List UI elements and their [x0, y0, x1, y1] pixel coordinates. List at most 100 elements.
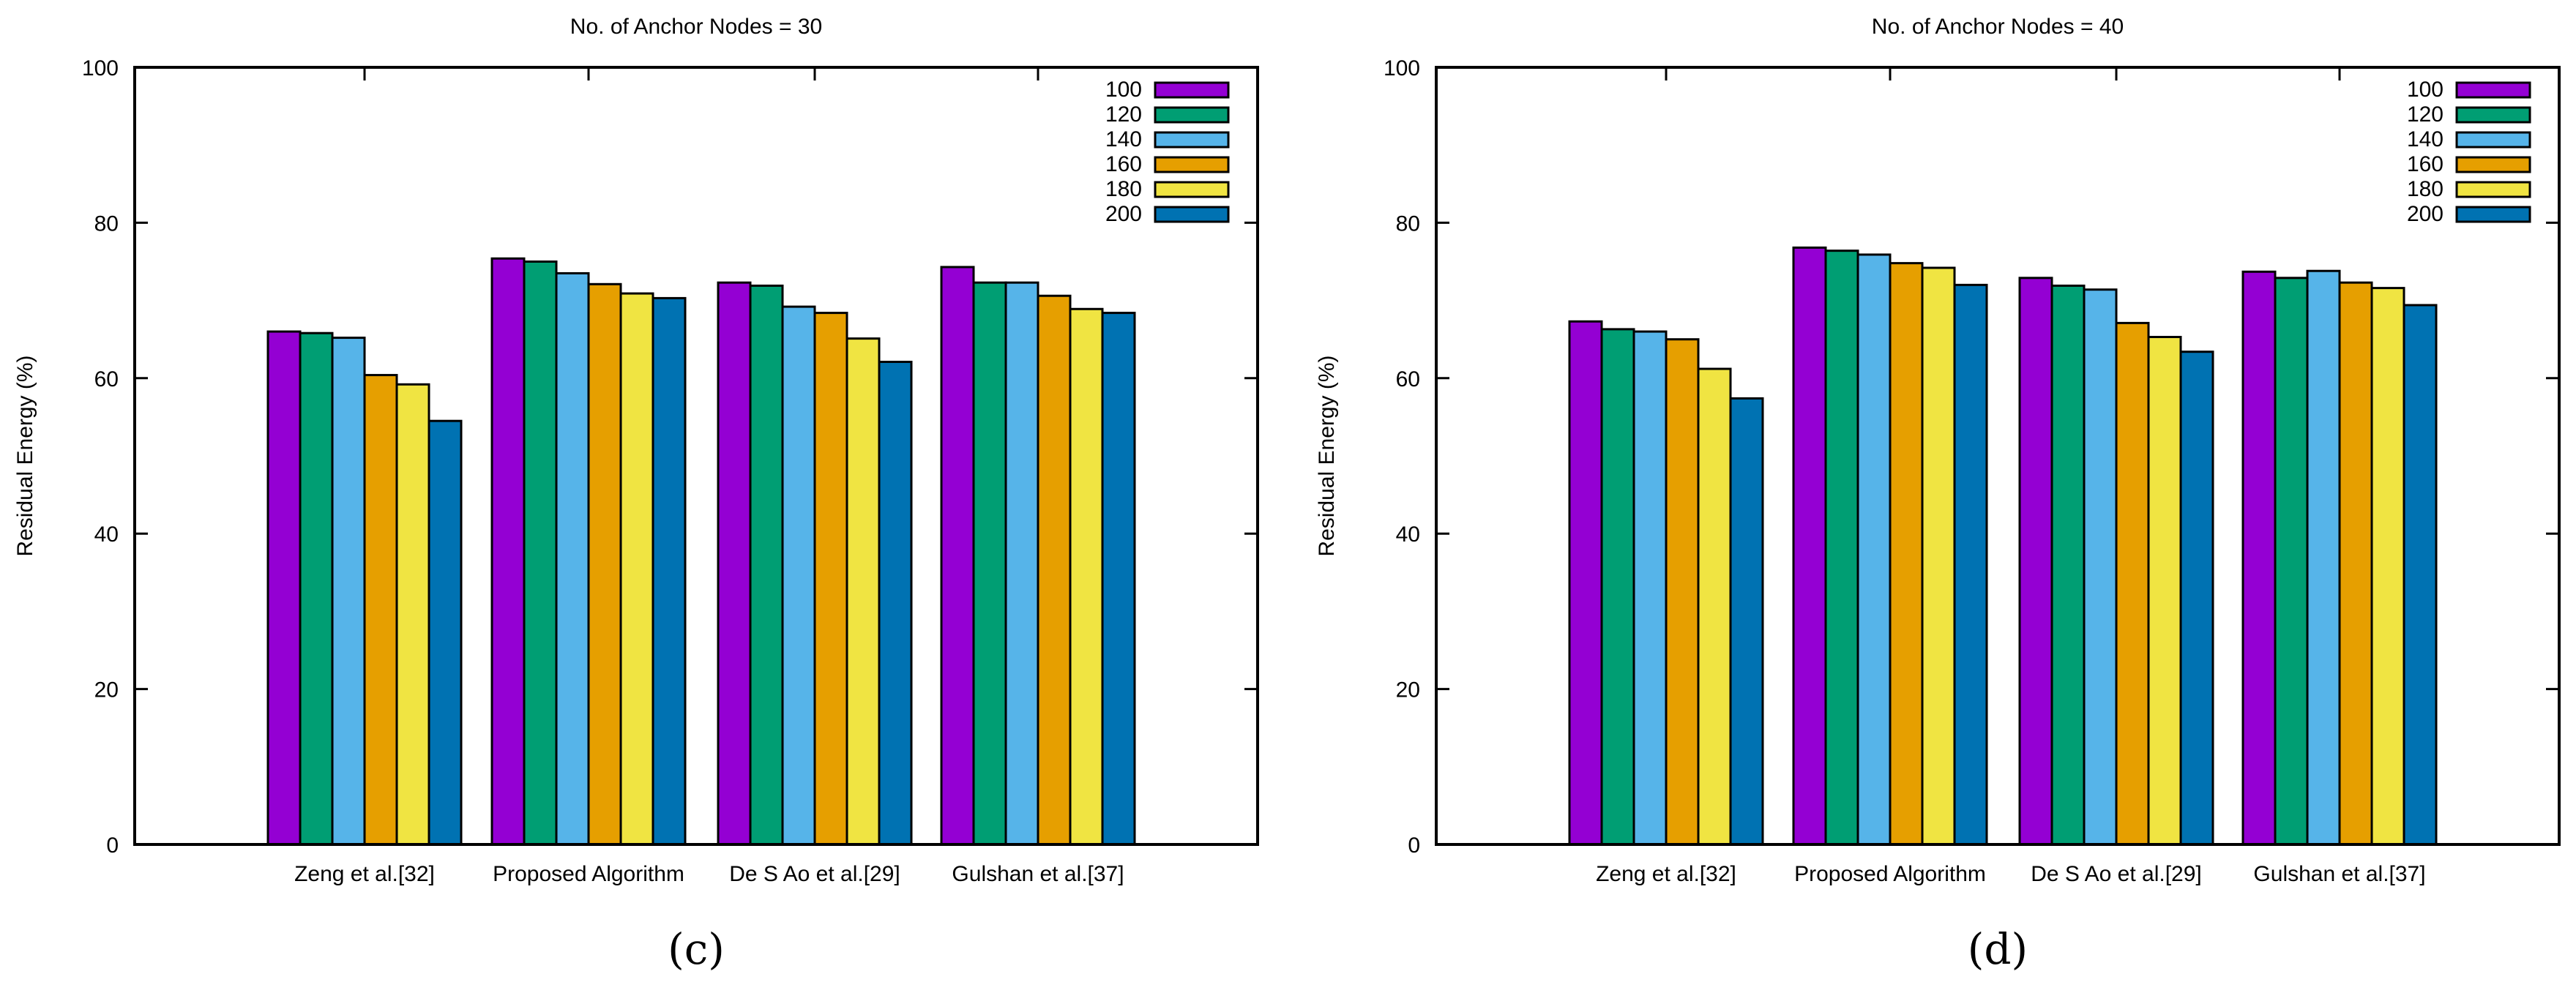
bar-120-1 [1824, 250, 1859, 846]
bar-100-1 [1792, 246, 1827, 846]
bar-100-0 [1568, 320, 1603, 846]
legend-swatch-100 [1154, 81, 1230, 99]
bar-200-3 [1101, 312, 1136, 846]
y-axis-label: Residual Energy (%) [1315, 355, 1339, 556]
y-tick-label: 100 [82, 56, 119, 80]
chart-title: No. of Anchor Nodes = 30 [570, 15, 822, 39]
legend-label-200: 200 [2407, 202, 2444, 226]
bar-120-1 [523, 261, 558, 846]
y-tick-label: 40 [94, 522, 119, 547]
legend-swatch-160 [2455, 156, 2531, 173]
x-category-label: Zeng et al.[32] [1596, 862, 1736, 886]
bar-200-2 [2179, 351, 2214, 846]
legend-label-160: 160 [1105, 152, 1142, 176]
bar-140-2 [781, 305, 816, 846]
legend-label-200: 200 [1105, 202, 1142, 226]
bar-120-0 [1600, 328, 1635, 846]
chart-title: No. of Anchor Nodes = 40 [1872, 15, 2124, 39]
legend-swatch-100 [2455, 81, 2531, 99]
y-tick-label: 20 [94, 678, 119, 702]
bar-100-2 [717, 281, 752, 846]
bar-100-1 [490, 257, 526, 846]
bar-180-3 [1069, 307, 1104, 846]
bar-160-2 [2115, 321, 2150, 846]
bar-180-0 [395, 383, 430, 846]
x-category-label: Gulshan et al.[37] [952, 862, 1124, 886]
bar-160-0 [363, 374, 398, 846]
legend-swatch-180 [2455, 181, 2531, 198]
bar-120-3 [2274, 277, 2309, 846]
bar-180-2 [845, 337, 881, 846]
bar-180-3 [2370, 287, 2405, 846]
y-axis-label: Residual Energy (%) [13, 355, 37, 556]
y-tick-label: 100 [1384, 56, 1420, 80]
y-tick-label: 0 [1408, 833, 1420, 858]
bar-160-1 [587, 282, 622, 846]
bar-180-2 [2147, 336, 2182, 846]
bar-180-0 [1697, 367, 1732, 846]
bar-100-0 [266, 330, 302, 846]
panel-tag: (c) [668, 924, 725, 974]
y-tick-label: 0 [106, 833, 119, 858]
x-category-label: Gulshan et al.[37] [2253, 862, 2425, 886]
x-category-label: De S Ao et al.[29] [2031, 862, 2201, 886]
legend-label-180: 180 [1105, 177, 1142, 201]
bar-200-0 [428, 419, 463, 846]
plot-frame [133, 66, 1259, 846]
bar-200-2 [878, 360, 913, 846]
bar-200-3 [2403, 304, 2438, 846]
legend-swatch-120 [2455, 106, 2531, 124]
legend-label-140: 140 [2407, 127, 2444, 151]
bar-120-0 [299, 331, 334, 846]
bar-180-1 [619, 292, 654, 846]
legend-swatch-180 [1154, 181, 1230, 198]
legend-label-100: 100 [1105, 78, 1142, 102]
bar-180-1 [1921, 266, 1956, 846]
bar-140-1 [1856, 253, 1892, 846]
bar-160-3 [1037, 294, 1072, 846]
bar-140-1 [555, 271, 590, 846]
legend-label-100: 100 [2407, 78, 2444, 102]
bar-160-0 [1665, 338, 1700, 846]
legend-label-120: 120 [2407, 102, 2444, 127]
chart-panel-c: No. of Anchor Nodes = 30 0 20 40 60 80 100 Zeng… [13, 15, 1259, 974]
x-category-label: Zeng et al.[32] [294, 862, 435, 886]
legend-swatch-120 [1154, 106, 1230, 124]
y-tick-label: 80 [94, 211, 119, 236]
legend-swatch-200 [2455, 206, 2531, 223]
bar-140-3 [2306, 269, 2341, 846]
bar-120-2 [2050, 284, 2086, 846]
x-category-label: Proposed Algorithm [1794, 862, 1986, 886]
bar-100-3 [940, 266, 975, 846]
bar-200-1 [652, 296, 687, 846]
bar-140-2 [2083, 288, 2118, 846]
bar-140-0 [1632, 330, 1668, 846]
bar-160-1 [1889, 262, 1924, 846]
legend-label-120: 120 [1105, 102, 1142, 127]
y-tick-label: 40 [1396, 522, 1420, 547]
y-tick-label: 80 [1396, 211, 1420, 236]
panel-tag: (d) [1968, 924, 2028, 974]
y-tick-label: 60 [94, 367, 119, 391]
legend-swatch-140 [1154, 131, 1230, 149]
legend-swatch-200 [1154, 206, 1230, 223]
legend-label-140: 140 [1105, 127, 1142, 151]
bar-200-0 [1729, 397, 1764, 846]
bar-200-1 [1953, 283, 1988, 846]
plot-frame [1435, 66, 2561, 846]
x-category-label: De S Ao et al.[29] [729, 862, 900, 886]
legend-swatch-160 [1154, 156, 1230, 173]
bar-100-3 [2241, 270, 2277, 846]
bar-140-3 [1004, 281, 1039, 846]
x-category-label: Proposed Algorithm [493, 862, 684, 886]
bar-140-0 [331, 337, 366, 846]
chart-panel-d: No. of Anchor Nodes = 40 0 20 40 60 80 100 Zeng… [1315, 15, 2561, 974]
y-tick-label: 60 [1396, 367, 1420, 391]
bar-120-3 [972, 281, 1007, 846]
bar-160-2 [813, 312, 848, 846]
legend-label-180: 180 [2407, 177, 2444, 201]
